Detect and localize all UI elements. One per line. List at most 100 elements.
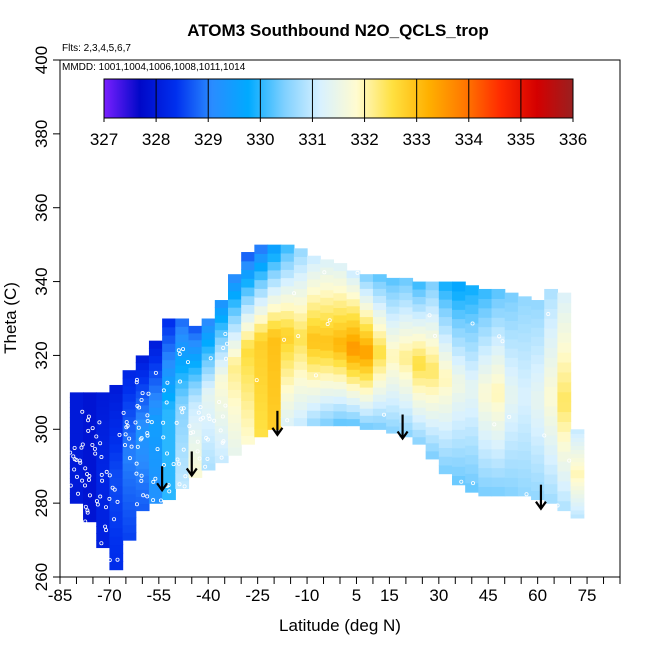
curtain-cell bbox=[320, 410, 335, 419]
curtain-cell bbox=[531, 481, 545, 491]
curtain-cell bbox=[412, 303, 427, 312]
curtain-cell bbox=[254, 305, 269, 316]
curtain-cell bbox=[478, 458, 493, 469]
curtain-cell bbox=[372, 281, 387, 289]
curtain-cell bbox=[425, 289, 440, 299]
curtain-cell bbox=[135, 447, 150, 455]
curtain-cell bbox=[425, 370, 440, 379]
curtain-cell bbox=[254, 279, 269, 289]
sample-point bbox=[188, 430, 193, 435]
curtain-cell bbox=[346, 376, 361, 384]
curtain-cell bbox=[293, 312, 308, 322]
curtain-cell bbox=[452, 410, 466, 421]
colorbar-gradient bbox=[103, 78, 574, 119]
curtain-cell bbox=[372, 379, 387, 388]
curtain-cell bbox=[135, 440, 150, 448]
curtain-cell bbox=[504, 329, 519, 340]
curtain-cell bbox=[201, 380, 216, 388]
curtain-cell bbox=[491, 317, 506, 328]
curtain-cell bbox=[544, 483, 559, 495]
curtain-cell bbox=[280, 310, 295, 320]
curtain-cell bbox=[135, 454, 150, 462]
curtain-cell bbox=[386, 277, 400, 286]
curtain-cell bbox=[399, 342, 414, 351]
curtain-cell bbox=[201, 346, 216, 354]
curtain-cell bbox=[517, 386, 532, 397]
curtain-cell bbox=[452, 346, 466, 357]
curtain-cell bbox=[188, 456, 203, 465]
curtain-cell bbox=[293, 328, 308, 338]
curtain-cell bbox=[425, 337, 440, 347]
curtain-cell bbox=[162, 408, 176, 418]
curtain-cell bbox=[504, 375, 519, 386]
curtain-cell bbox=[333, 381, 348, 390]
curtain-cell bbox=[83, 439, 97, 446]
curtain-cell bbox=[425, 354, 440, 363]
curtain-cell bbox=[452, 475, 466, 486]
curtain-cell bbox=[122, 478, 137, 487]
curtain-cell bbox=[372, 274, 387, 282]
curtain-cell bbox=[333, 307, 348, 316]
curtain-cell bbox=[175, 357, 190, 366]
curtain-cell bbox=[96, 484, 111, 492]
curtain-cell bbox=[83, 515, 97, 523]
curtain-cell bbox=[254, 401, 269, 412]
curtain-cell bbox=[241, 365, 255, 375]
curtain-cell bbox=[517, 314, 532, 325]
curtain-cell bbox=[175, 457, 190, 466]
curtain-cell bbox=[531, 309, 545, 319]
sample-point bbox=[74, 474, 79, 479]
curtain-cell bbox=[135, 376, 150, 385]
curtain-cell bbox=[359, 394, 374, 402]
curtain-cell bbox=[570, 461, 585, 467]
curtain-cell bbox=[175, 341, 190, 350]
sample-point bbox=[139, 478, 144, 483]
curtain-cell bbox=[96, 462, 111, 471]
curtain-cell bbox=[201, 318, 216, 326]
curtain-cell bbox=[517, 405, 532, 415]
curtain-cell bbox=[491, 411, 506, 422]
curtain-cell bbox=[425, 418, 440, 428]
curtain-cell bbox=[570, 481, 585, 487]
x-tick-label: 5 bbox=[352, 586, 361, 605]
curtain-cell bbox=[372, 351, 387, 360]
sample-point bbox=[217, 399, 222, 404]
curtain-cell bbox=[228, 430, 242, 440]
curtain-cell bbox=[267, 244, 282, 254]
curtain-cell bbox=[478, 335, 493, 346]
curtain-cell bbox=[570, 473, 585, 479]
curtain-cell bbox=[83, 421, 97, 429]
sample-point bbox=[145, 419, 150, 424]
curtain-cell bbox=[570, 437, 585, 442]
curtain-cell bbox=[412, 399, 427, 408]
sample-point bbox=[470, 321, 475, 326]
curtain-cell bbox=[412, 377, 427, 386]
curtain-cell bbox=[69, 392, 84, 398]
curtain-cell bbox=[491, 288, 506, 299]
curtain-cell bbox=[135, 468, 150, 476]
curtain-cell bbox=[228, 389, 242, 399]
curtain-cell bbox=[214, 329, 229, 338]
curtain-cell bbox=[333, 359, 348, 368]
curtain-cells bbox=[69, 244, 585, 571]
curtain-cell bbox=[188, 353, 203, 361]
x-axis: -85 -70 -55 -40 -25 -10 5 15 30 45 60 75 bbox=[48, 577, 621, 605]
sample-point bbox=[155, 447, 160, 452]
curtain-cell bbox=[307, 317, 321, 326]
dates-annotation: MMDD: 1001,1004,1006,1008,1011,1014 bbox=[62, 62, 246, 73]
curtain-cell bbox=[241, 304, 255, 314]
curtain-cell bbox=[228, 274, 242, 284]
curtain-cell bbox=[267, 311, 282, 321]
curtain-cell bbox=[399, 378, 414, 387]
curtain-cell bbox=[280, 392, 295, 402]
curtain-cell bbox=[148, 340, 163, 349]
curtain-cell bbox=[307, 363, 321, 373]
curtain-cell bbox=[307, 309, 321, 319]
curtain-cell bbox=[254, 419, 269, 429]
curtain-cell bbox=[517, 396, 532, 406]
curtain-cell bbox=[267, 353, 282, 363]
curtain-cell bbox=[452, 401, 466, 412]
sample-point bbox=[78, 460, 83, 465]
curtain-cell bbox=[478, 439, 493, 450]
curtain-cell bbox=[122, 431, 137, 441]
